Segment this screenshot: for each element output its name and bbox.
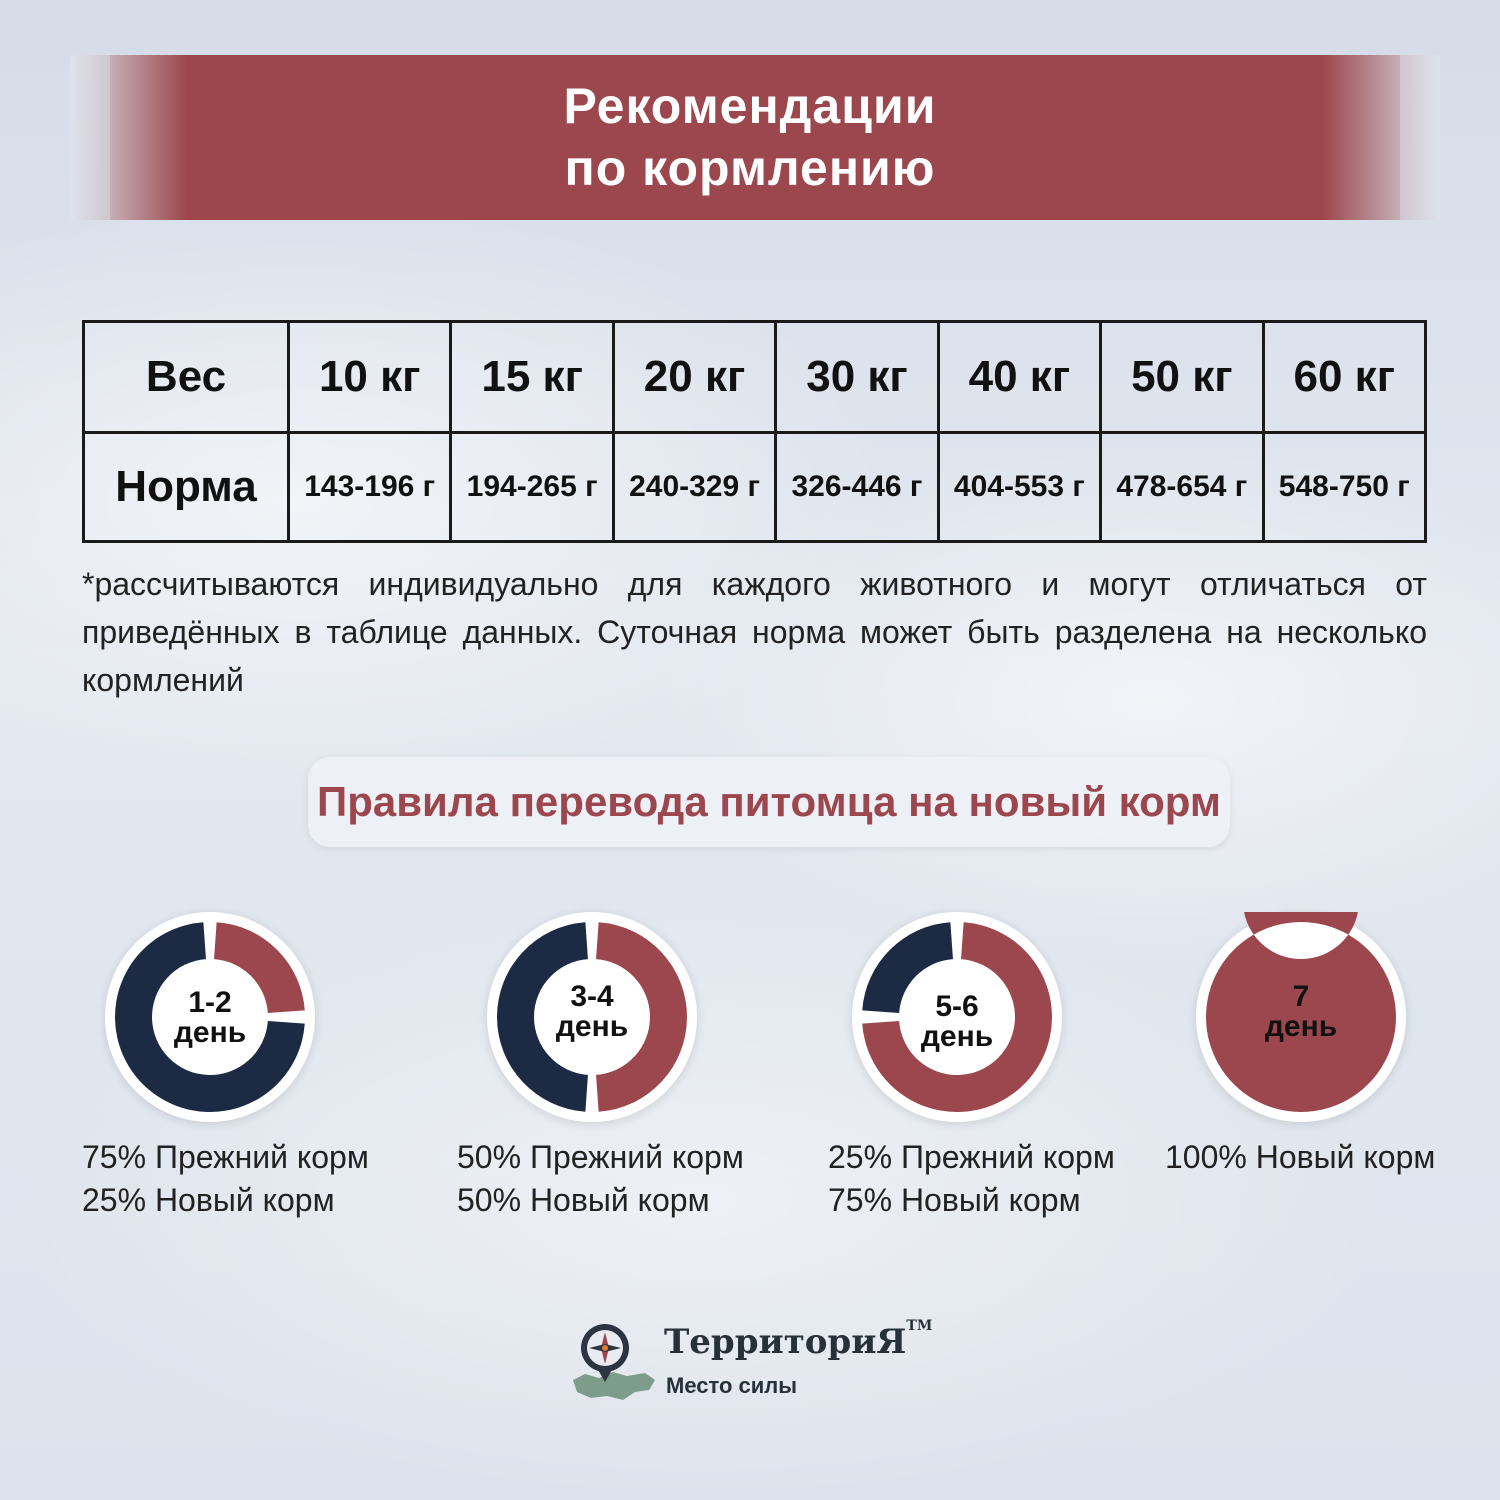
step-unit: день xyxy=(1264,1010,1338,1043)
step-days-label: 7 день xyxy=(1196,982,1406,1042)
ring-segment-new-food xyxy=(214,922,305,1013)
step-line-new: 50% Новый корм xyxy=(457,1182,710,1218)
step-unit: день xyxy=(555,1010,629,1043)
footnote: *рассчитываются индивидуально для каждог… xyxy=(82,566,1427,698)
step-days-label: 3-4 день xyxy=(487,982,697,1042)
table-cell-norm: 548-750 г xyxy=(1261,431,1428,543)
step-days-label: 1-2 день xyxy=(105,988,315,1048)
section-title-pill xyxy=(308,757,1230,847)
table-row-norm: Норма 143-196 г 194-265 г 240-329 г 326-… xyxy=(82,431,1428,543)
table-cell-norm: 326-446 г xyxy=(774,431,940,543)
banner-edge-left xyxy=(70,55,330,220)
section-title: Правила перевода питомца на новый корм xyxy=(317,778,1221,825)
table-cell-weight: 30 кг xyxy=(774,320,940,434)
logo-subtitle: Место силы xyxy=(666,1373,798,1398)
ring-segment-new-food xyxy=(862,922,1052,1112)
table-cell-weight: 20 кг xyxy=(611,320,778,434)
ring-segment-old-food xyxy=(862,922,953,1013)
table-cell-weight: 40 кг xyxy=(936,320,1103,434)
step-line-old: 50% Прежний корм xyxy=(457,1139,744,1175)
logo-compass-icon xyxy=(565,1318,660,1413)
step-days-label: 5-6 день xyxy=(852,992,1062,1052)
table-cell-weight: 60 кг xyxy=(1261,320,1428,434)
step-line-old: 25% Прежний корм xyxy=(828,1139,1115,1175)
table-cell-norm: 478-654 г xyxy=(1099,431,1265,543)
page-title: Рекомендации по кормлению xyxy=(0,75,1500,199)
step-description: 25% Прежний корм 75% Новый корм xyxy=(828,1136,1115,1222)
table-row-weight: Вес 10 кг 15 кг 20 кг 30 кг 40 кг 50 кг … xyxy=(82,320,1428,434)
ring-segment-old-food xyxy=(115,922,305,1112)
table-cell-norm: 143-196 г xyxy=(286,431,453,543)
table-row-header: Норма xyxy=(82,431,290,543)
step-description: 75% Прежний корм 25% Новый корм xyxy=(82,1136,369,1222)
step-ring: 3-4 день xyxy=(487,912,697,1122)
logo-name-text: ТерриториЯ xyxy=(664,1322,907,1362)
table-row-header: Вес xyxy=(82,320,290,434)
table-cell-norm: 194-265 г xyxy=(449,431,615,543)
step-line-new: 75% Новый корм xyxy=(828,1182,1081,1218)
step-ring: 1-2 день xyxy=(105,912,315,1122)
step-unit: день xyxy=(920,1020,994,1053)
step-line-new: 25% Новый корм xyxy=(82,1182,335,1218)
step-description: 50% Прежний корм 50% Новый корм xyxy=(457,1136,744,1222)
table-cell-weight: 15 кг xyxy=(449,320,615,434)
logo-trademark: TM xyxy=(906,1318,933,1334)
step-ring: 7 день xyxy=(1196,912,1406,1122)
logo-name: ТерриториЯTM xyxy=(664,1318,932,1362)
banner-edge-right xyxy=(1180,55,1440,220)
step-ring: 5-6 день xyxy=(852,912,1062,1122)
feeding-table: Вес 10 кг 15 кг 20 кг 30 кг 40 кг 50 кг … xyxy=(82,320,1428,543)
page-title-line1: Рекомендации xyxy=(563,78,937,134)
table-cell-weight: 50 кг xyxy=(1099,320,1265,434)
table-cell-weight: 10 кг xyxy=(286,320,453,434)
step-unit: день xyxy=(173,1016,247,1049)
step-line-old: 100% Новый корм xyxy=(1165,1139,1436,1175)
step-days: 5-6 xyxy=(935,990,979,1023)
table-cell-norm: 240-329 г xyxy=(611,431,778,543)
step-line-old: 75% Прежний корм xyxy=(82,1139,369,1175)
ring-segment-old-food xyxy=(497,922,588,1112)
table-cell-norm: 404-553 г xyxy=(936,431,1103,543)
step-description: 100% Новый корм xyxy=(1165,1136,1435,1179)
page-title-line2: по кормлению xyxy=(564,140,936,196)
ring-segment-new-food xyxy=(596,922,687,1112)
step-days: 1-2 xyxy=(188,986,232,1019)
step-days: 7 xyxy=(1292,980,1310,1013)
step-days: 3-4 xyxy=(570,980,614,1013)
ring-segment-new-food xyxy=(1206,912,1396,1112)
